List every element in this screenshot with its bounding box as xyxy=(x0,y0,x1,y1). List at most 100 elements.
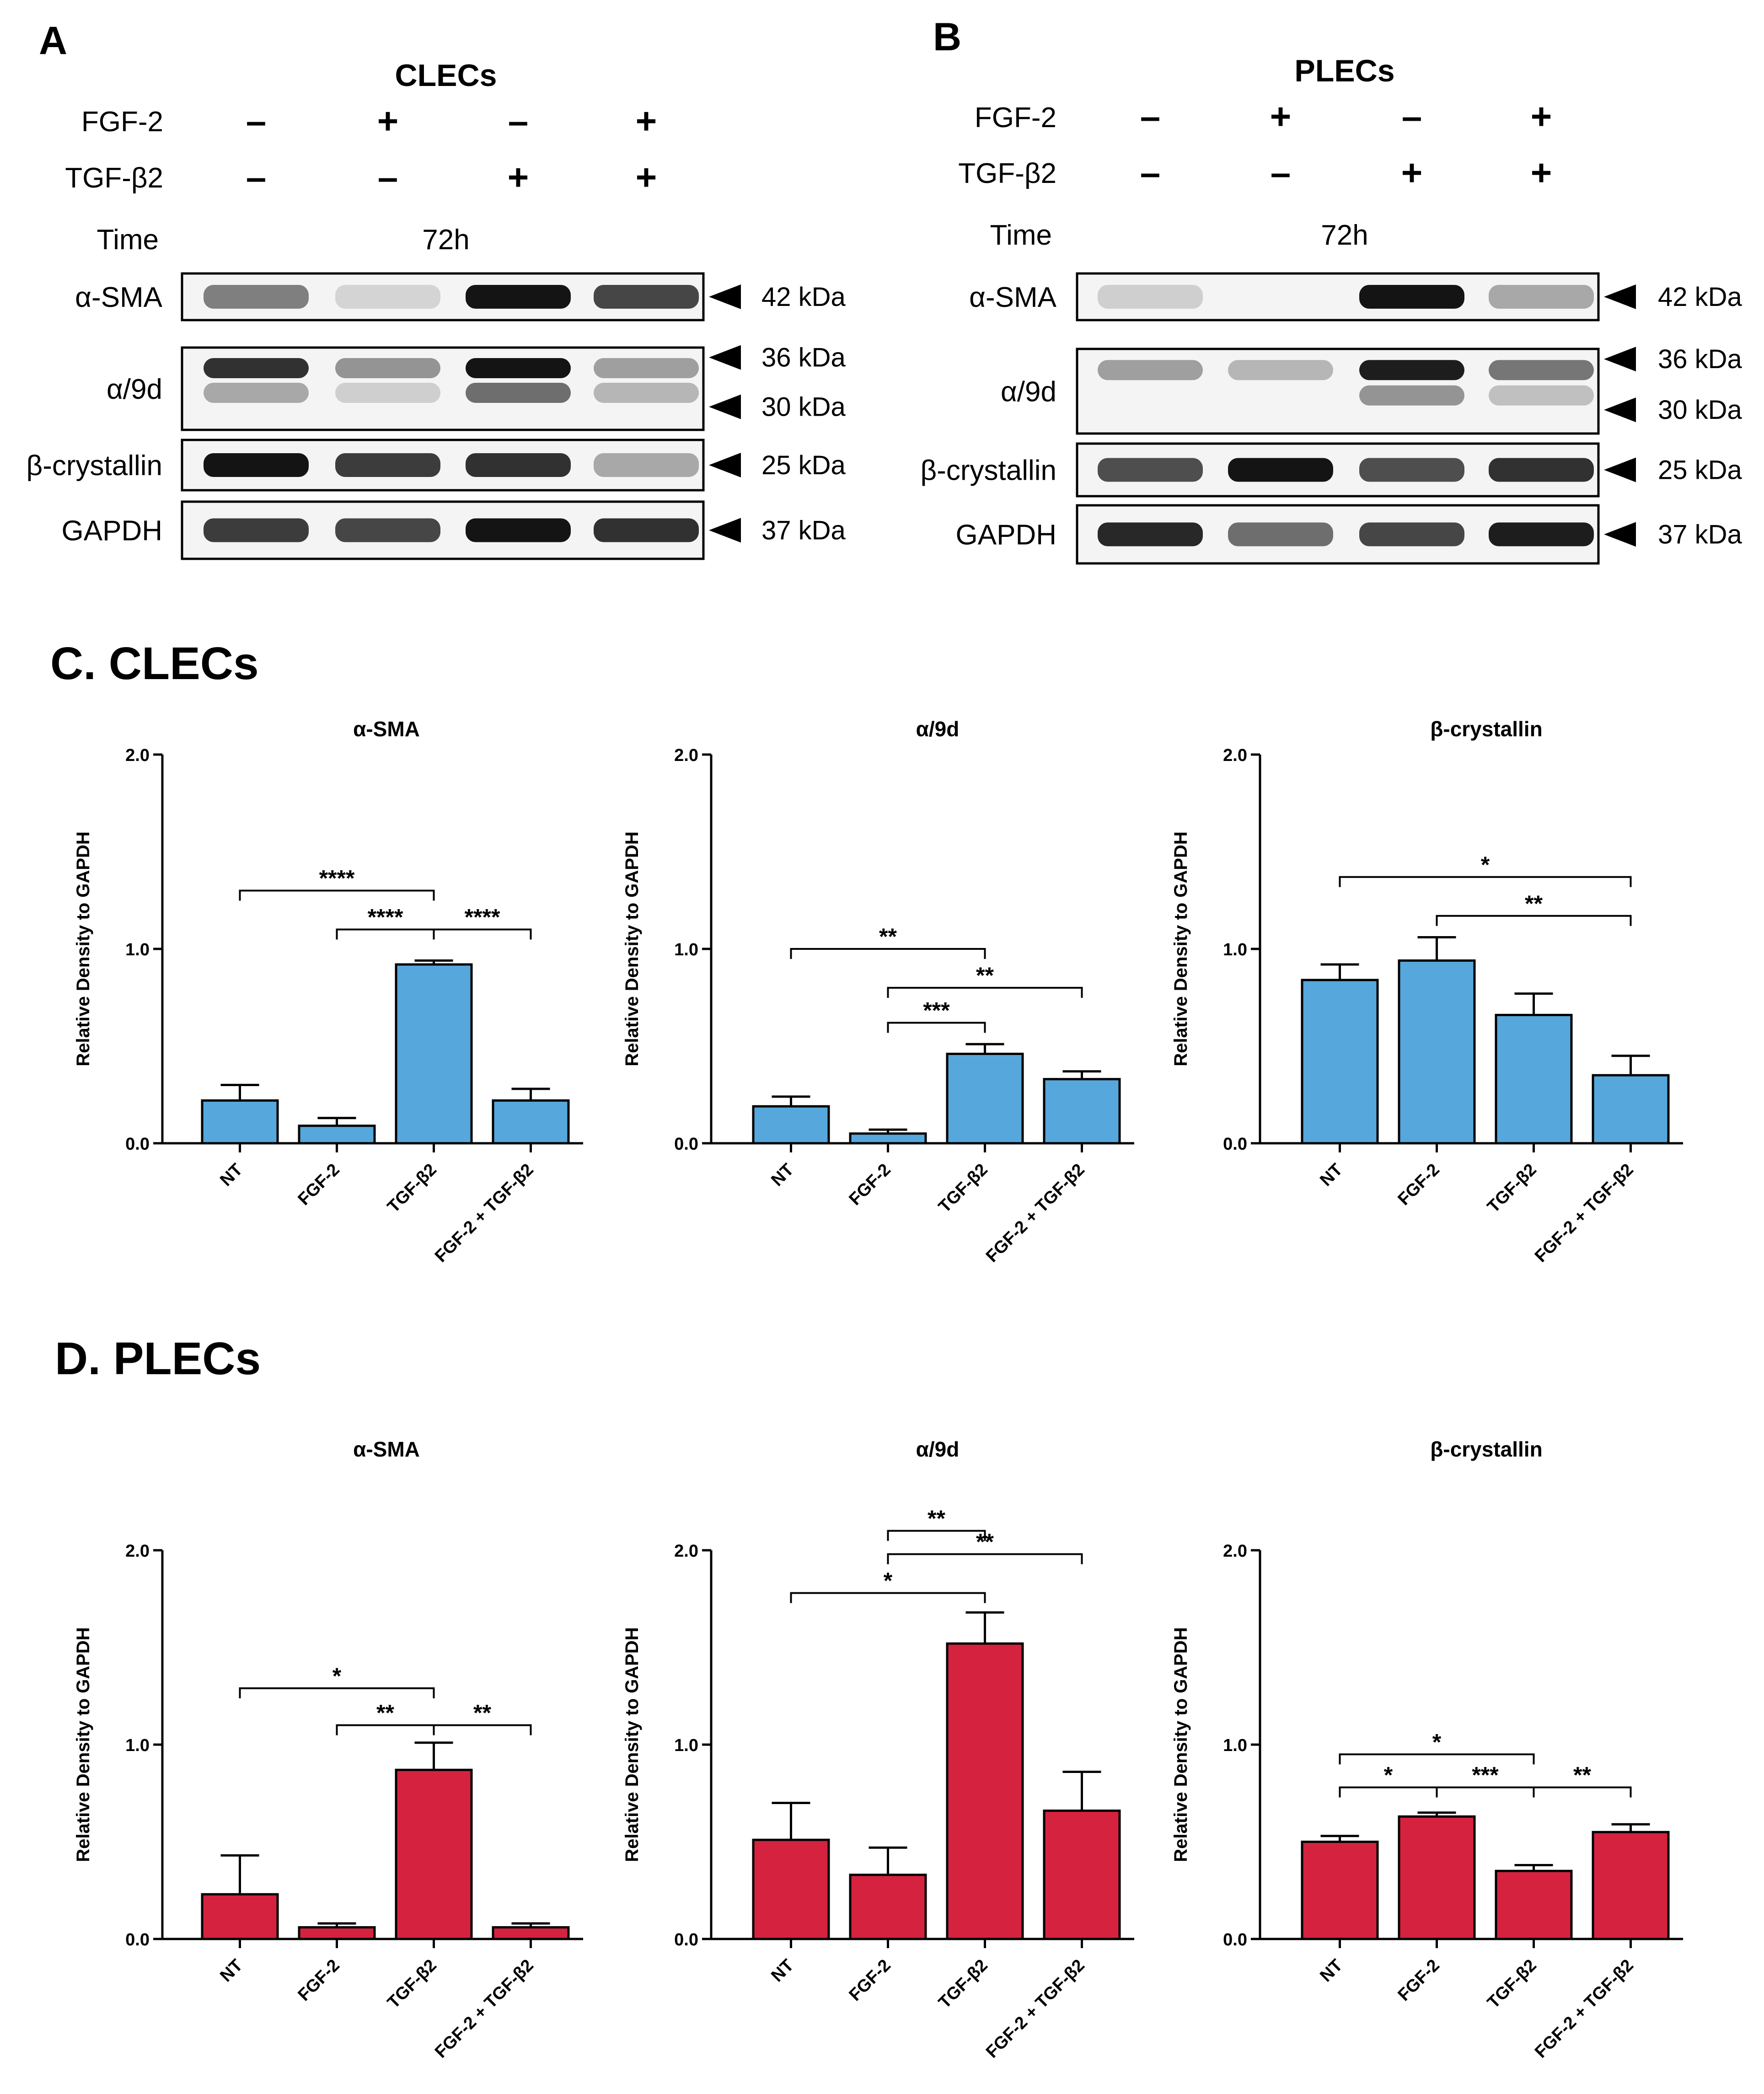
bar xyxy=(752,1105,830,1145)
significance-label: **** xyxy=(368,905,403,930)
treatment-label-tgfb2: TGF-β2 xyxy=(958,158,1056,189)
bar xyxy=(752,1838,830,1940)
blot-band xyxy=(1359,285,1464,309)
significance-bracket xyxy=(790,948,986,959)
blot-band xyxy=(594,518,699,542)
protein-label: β-crystallin xyxy=(27,450,162,482)
y-tick-label: 2.0 xyxy=(1223,746,1247,765)
y-axis-label: Relative Density to GAPDH xyxy=(622,831,642,1066)
blot-membrane xyxy=(1076,272,1600,321)
marker-arrow-icon xyxy=(709,284,741,309)
blot-panel-b: B PLECs FGF-2 TGF-β2 Time 72h – + – + – – + + α… xyxy=(921,15,1743,565)
significance-bracket xyxy=(1533,1786,1632,1798)
bar xyxy=(1592,1074,1670,1145)
bar xyxy=(1398,959,1476,1145)
y-tick-label: 2.0 xyxy=(1223,1542,1247,1561)
time-value: 72h xyxy=(422,224,469,256)
blot-band xyxy=(204,358,309,378)
bar xyxy=(1592,1831,1670,1940)
molecular-weight-marker: 37 kDa xyxy=(1658,520,1743,550)
significance-label: * xyxy=(1384,1762,1393,1788)
blot-band xyxy=(1228,360,1333,380)
y-axis-label: Relative Density to GAPDH xyxy=(73,1627,93,1862)
bar xyxy=(1301,1841,1379,1940)
treatment-sign: – xyxy=(508,101,529,141)
y-tick-label: 1.0 xyxy=(125,1736,150,1755)
chart-title: β-crystallin xyxy=(1430,1437,1542,1461)
y-tick-label: 2.0 xyxy=(674,1542,698,1561)
blot-band xyxy=(1228,458,1333,482)
blot-row: α-SMA 42 kDa xyxy=(969,272,1743,321)
marker-arrow-icon xyxy=(709,453,741,477)
significance-bracket xyxy=(1436,915,1632,926)
bar xyxy=(1301,979,1379,1145)
significance-label: ** xyxy=(1525,891,1543,916)
bar xyxy=(298,1125,376,1145)
significance-label: **** xyxy=(465,905,500,930)
bar xyxy=(946,1053,1024,1145)
section-title-clecs: C. CLECs xyxy=(50,638,259,689)
blot-band xyxy=(594,383,699,403)
protein-label: α/9d xyxy=(107,374,162,405)
molecular-weight-marker: 42 kDa xyxy=(761,282,846,312)
time-label: Time xyxy=(97,224,159,256)
marker-arrow-icon xyxy=(709,394,741,419)
significance-label: * xyxy=(1432,1729,1442,1755)
treatment-sign: – xyxy=(1271,152,1291,193)
molecular-weight-marker: 37 kDa xyxy=(761,516,846,546)
section-title-plecs: D. PLECs xyxy=(55,1333,261,1384)
blot-band xyxy=(1489,458,1594,482)
blot-band xyxy=(1359,458,1464,482)
bar xyxy=(1495,1014,1573,1145)
blot-row: β-crystallin 25 kDa xyxy=(921,442,1743,498)
molecular-weight-marker: 30 kDa xyxy=(761,392,846,422)
chart-title: α-SMA xyxy=(353,717,420,741)
blot-panel-a: A CLECs FGF-2 TGF-β2 Time 72h – + – + – – + + α… xyxy=(27,19,846,560)
y-tick-label: 1.0 xyxy=(674,940,698,959)
bar xyxy=(395,963,473,1145)
y-tick-label: 2.0 xyxy=(125,746,150,765)
chart-title: β-crystallin xyxy=(1430,717,1542,741)
blot-band xyxy=(1098,458,1203,482)
bar xyxy=(492,1926,570,1940)
marker-arrow-icon xyxy=(709,518,741,543)
blot-band xyxy=(466,285,571,309)
y-axis-label: Relative Density to GAPDH xyxy=(622,1627,642,1862)
bar xyxy=(395,1768,473,1940)
chart-title: α/9d xyxy=(916,1437,960,1461)
significance-bracket xyxy=(790,1592,986,1603)
y-axis-label: Relative Density to GAPDH xyxy=(73,831,93,1066)
y-tick-label: 0.0 xyxy=(674,1930,698,1949)
y-tick-label: 1.0 xyxy=(125,940,150,959)
blot-band xyxy=(1489,360,1594,380)
y-tick-label: 2.0 xyxy=(674,746,698,765)
blot-band xyxy=(1228,522,1333,546)
blot-band xyxy=(204,383,309,403)
bar xyxy=(946,1642,1024,1940)
bar xyxy=(492,1099,570,1145)
significance-bracket xyxy=(887,1553,1083,1564)
blot-band xyxy=(594,285,699,309)
treatment-sign: – xyxy=(1140,96,1161,137)
blot-band xyxy=(1489,385,1594,406)
treatment-label-tgfb2: TGF-β2 xyxy=(65,162,163,194)
significance-label: ** xyxy=(928,1506,945,1532)
treatment-sign: – xyxy=(246,157,267,198)
blot-band xyxy=(1098,360,1203,380)
blot-band xyxy=(335,453,440,477)
bar xyxy=(201,1099,279,1145)
bar xyxy=(1043,1810,1121,1940)
significance-bracket xyxy=(887,1022,986,1033)
molecular-weight-marker: 42 kDa xyxy=(1658,282,1743,312)
blot-band xyxy=(335,285,440,309)
blot-band xyxy=(204,453,309,477)
marker-arrow-icon xyxy=(1604,397,1636,423)
y-tick-label: 0.0 xyxy=(1223,1135,1247,1154)
y-tick-label: 0.0 xyxy=(1223,1930,1247,1949)
bar xyxy=(1495,1869,1573,1940)
significance-bracket xyxy=(239,889,435,901)
blot-band xyxy=(466,518,571,542)
protein-label: GAPDH xyxy=(956,519,1056,551)
blot-band xyxy=(466,383,571,403)
